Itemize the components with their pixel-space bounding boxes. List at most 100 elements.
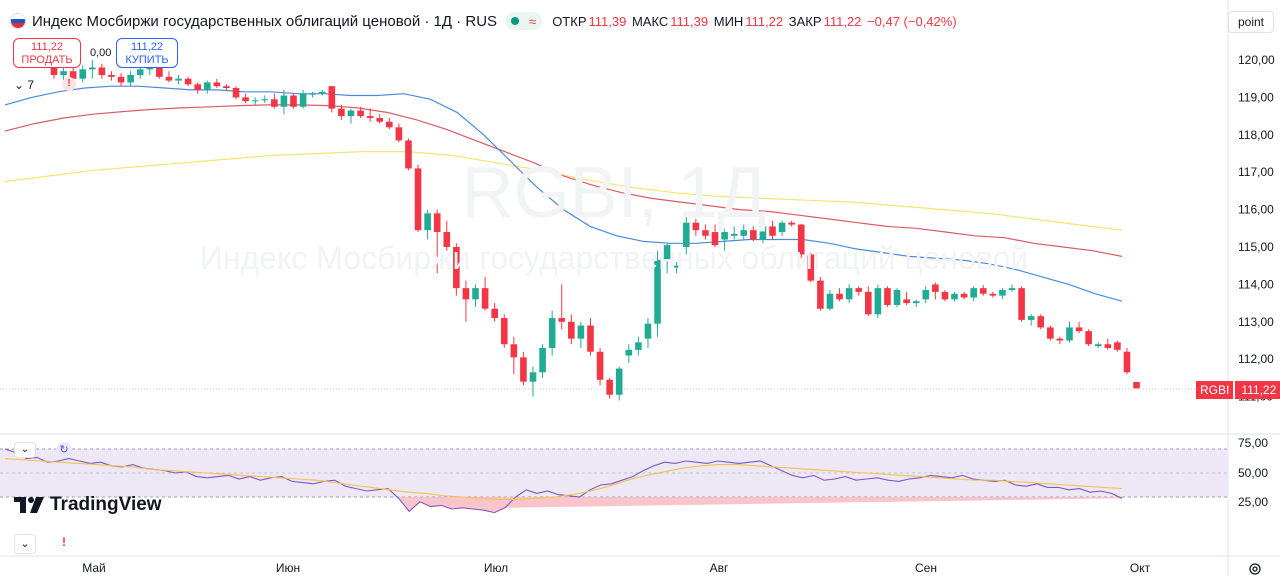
price-axis-label: 119,00: [1238, 90, 1274, 104]
russia-flag-icon: [10, 13, 26, 29]
time-axis-label: Окт: [1130, 561, 1151, 575]
sell-price: 111,22: [30, 41, 63, 53]
candle-body: [769, 226, 776, 236]
ma-slow-line: [4, 151, 1123, 231]
candle-body: [1027, 316, 1035, 320]
candle-body: [817, 280, 824, 309]
candle-body: [596, 351, 604, 380]
candle-body: [127, 74, 134, 83]
candle-body: [692, 222, 700, 231]
candle-body: [1066, 327, 1073, 341]
candle-body: [491, 308, 498, 319]
candle-body: [941, 291, 949, 300]
candle-body: [711, 232, 719, 246]
pane-collapse-button[interactable]: ⌄: [14, 534, 36, 554]
candle-body: [462, 288, 470, 300]
candle-body: [1085, 331, 1092, 345]
candle-body: [1047, 327, 1054, 339]
candle-body: [893, 290, 901, 305]
sync-icon[interactable]: ↻: [56, 442, 72, 458]
candle-body: [836, 293, 843, 300]
price-tag-symbol: RGBI: [1196, 381, 1234, 399]
candle-body: [654, 260, 661, 324]
candle-body: [376, 117, 384, 122]
candle-body: [89, 67, 96, 70]
candle-body: [433, 213, 441, 233]
collapse-indicators-button[interactable]: ⌄ 7: [14, 78, 34, 92]
candle-body: [395, 127, 403, 141]
ma-mid-line: [4, 104, 1123, 257]
candle-body: [912, 301, 920, 304]
candle-body: [797, 224, 805, 255]
candle-body: [117, 76, 125, 83]
candle-body: [328, 86, 336, 109]
candle-body: [529, 372, 537, 382]
rsi-collapse-button[interactable]: ⌄: [14, 442, 36, 458]
candle-body: [79, 69, 87, 79]
candle-body: [682, 222, 690, 247]
price-axis-label: 117,00: [1238, 165, 1274, 179]
candle-body: [69, 71, 77, 79]
candle-body: [577, 325, 585, 339]
candle-body: [1018, 288, 1025, 320]
candle-body: [481, 288, 489, 309]
candle-body: [1104, 344, 1112, 348]
gear-icon[interactable]: [1248, 562, 1262, 576]
candle-body: [539, 347, 546, 373]
candle-body: [165, 76, 173, 81]
candle-body: [922, 290, 930, 300]
candle-body: [625, 349, 633, 356]
candle-body: [175, 78, 182, 81]
candles: [50, 56, 1140, 401]
market-status[interactable]: ≈: [505, 12, 543, 30]
candle-body: [280, 95, 288, 107]
candle-body: [702, 230, 709, 236]
candle-body: [299, 93, 307, 107]
scale-mode-button[interactable]: point: [1228, 11, 1274, 33]
time-axis-label: Авг: [710, 561, 729, 575]
time-axis[interactable]: Май Июн Июл Авг Сен Окт: [82, 561, 1150, 575]
candle-body: [414, 168, 422, 231]
brand-name: TradingView: [50, 494, 162, 515]
candle-body: [615, 368, 623, 395]
buy-button[interactable]: 111,22 КУПИТЬ: [116, 38, 178, 68]
sell-button[interactable]: 111,22 ПРОДАТЬ: [13, 38, 81, 68]
candle-body: [673, 265, 680, 268]
candle-body: [223, 86, 230, 89]
candle-body: [778, 222, 786, 233]
candle-body: [874, 288, 882, 315]
moving-average-lines: [4, 85, 1123, 302]
alert-icon[interactable]: !: [62, 535, 66, 549]
symbol-header[interactable]: Индекс Мосбиржи государственных облигаци…: [10, 11, 959, 31]
tradingview-logo[interactable]: TradingView: [14, 494, 162, 516]
candle-body: [213, 82, 221, 87]
change-value: −0,47 (−0,42%): [867, 13, 957, 29]
alert-icon[interactable]: !: [62, 77, 76, 91]
wave-icon: ≈: [529, 13, 537, 29]
candle-body: [510, 344, 518, 358]
candle-body: [386, 121, 393, 128]
candle-body: [1094, 344, 1102, 347]
candle-body: [903, 299, 910, 304]
candle-body: [318, 91, 326, 94]
candle-body: [1114, 342, 1121, 350]
candle-body: [740, 230, 748, 236]
price-axis-label: 112,00: [1238, 352, 1274, 366]
candle-body: [587, 325, 594, 352]
price-axis[interactable]: 120,00 119,00 118,00 117,00 116,00 115,00 114,…: [1238, 53, 1275, 509]
candle-body: [884, 288, 891, 305]
candle-body: [807, 254, 815, 281]
candle-body: [405, 140, 412, 169]
candle-body: [472, 288, 479, 300]
candle-body: [759, 226, 767, 240]
candle-body: [290, 95, 297, 107]
chevron-down-icon: ⌄: [20, 444, 30, 455]
rsi-axis-label: 75,00: [1238, 436, 1268, 450]
candle-body: [644, 323, 652, 339]
buy-label: КУПИТЬ: [125, 54, 169, 66]
candle-body: [788, 222, 795, 225]
candle-body: [357, 110, 364, 117]
candle-body: [970, 288, 977, 298]
symbol-title[interactable]: Индекс Мосбиржи государственных облигаци…: [32, 12, 498, 30]
